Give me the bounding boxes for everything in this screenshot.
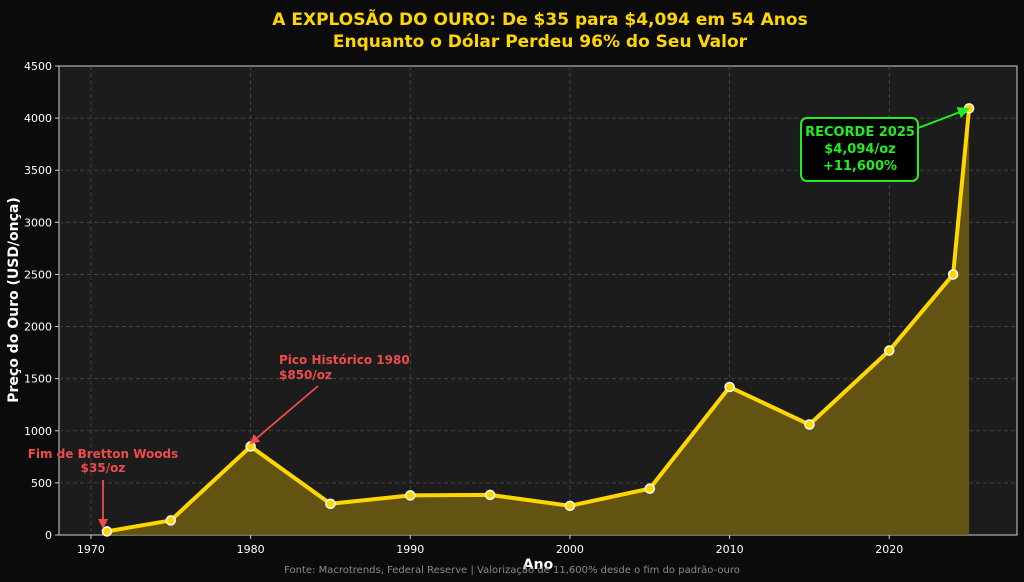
- annotation-record-arrow: [917, 106, 970, 129]
- annotation-peak-1980-value: $850/oz: [279, 368, 332, 382]
- annotation-peak-1980-title: Pico Histórico 1980: [279, 353, 410, 367]
- x-tick-label: 2000: [556, 543, 584, 556]
- gold-price-area: [106, 108, 970, 536]
- y-tick-label: 0: [45, 529, 52, 542]
- y-tick-label: 4500: [24, 60, 52, 73]
- data-point: [101, 526, 113, 537]
- y-tick-label: 4000: [24, 112, 52, 125]
- chart-title-line1: A EXPLOSÃO DO OURO: De $35 para $4,094 e…: [272, 7, 807, 30]
- y-tick-label: 500: [31, 477, 52, 490]
- data-point: [484, 489, 496, 501]
- data-point: [947, 269, 959, 280]
- data-point: [963, 103, 975, 114]
- x-tick-label: 1990: [396, 543, 424, 556]
- x-tick-label: 1970: [77, 543, 105, 556]
- data-point: [165, 515, 177, 526]
- ticks-layer: 0 500 1000 1500 2000 2500 3000 3500 4000 4500 1970…: [24, 60, 903, 556]
- data-point: [804, 419, 815, 430]
- annotation-record-value: $4,094/oz: [824, 142, 895, 157]
- annotation-record-change: +11,600%: [823, 159, 897, 174]
- x-tick-label: 1980: [237, 543, 265, 556]
- y-tick-label: 3000: [24, 216, 52, 229]
- data-point: [325, 498, 336, 509]
- y-tick-label: 2500: [24, 268, 52, 281]
- y-tick-label: 3500: [24, 164, 52, 177]
- x-tick-label: 2010: [716, 543, 744, 556]
- data-point: [724, 381, 735, 393]
- data-point: [564, 500, 576, 512]
- data-point: [884, 345, 895, 356]
- y-tick-label: 2000: [24, 321, 52, 334]
- annotation-peak-1980-arrow: [249, 385, 319, 445]
- y-axis-label: Preço do Ouro (USD/onça): [6, 197, 22, 403]
- annotation-bretton-woods-value: $35/oz: [81, 461, 126, 475]
- y-tick-label: 1000: [24, 425, 52, 438]
- chart-title-line2: Enquanto o Dólar Perdeu 96% do Seu Valor: [333, 32, 748, 52]
- annotation-bretton-woods-title: Fim de Bretton Woods: [28, 447, 179, 461]
- data-point: [644, 483, 656, 494]
- y-tick-label: 1500: [24, 373, 52, 386]
- annotation-record-box: [800, 117, 919, 182]
- source-note: Fonte: Macrotrends, Federal Reserve | Va…: [284, 565, 740, 576]
- x-axis-label: Ano: [523, 557, 554, 573]
- area-layer: [106, 108, 970, 536]
- data-point: [245, 441, 256, 452]
- annotation-record-title: RECORDE 2025: [805, 125, 915, 140]
- data-point: [405, 490, 416, 501]
- x-tick-label: 2020: [875, 543, 903, 556]
